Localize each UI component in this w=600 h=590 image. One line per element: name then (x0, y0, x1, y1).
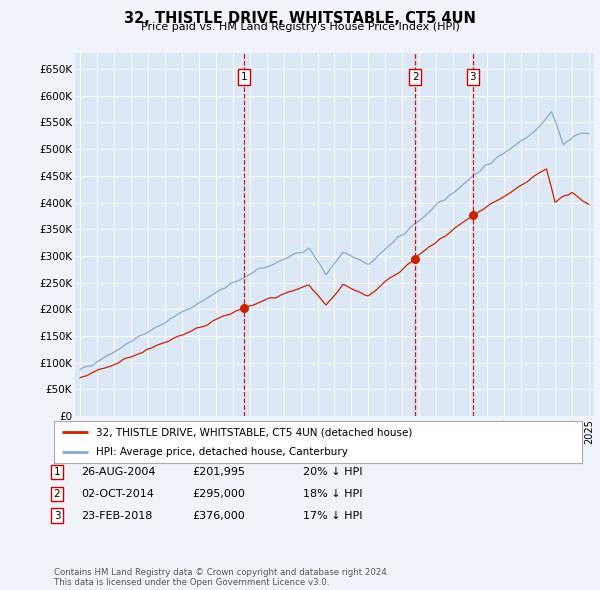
Text: 18% ↓ HPI: 18% ↓ HPI (303, 489, 362, 499)
Text: 2: 2 (412, 72, 418, 82)
Text: 17% ↓ HPI: 17% ↓ HPI (303, 511, 362, 520)
Text: 1: 1 (241, 72, 247, 82)
Text: Contains HM Land Registry data © Crown copyright and database right 2024.
This d: Contains HM Land Registry data © Crown c… (54, 568, 389, 587)
Text: 3: 3 (469, 72, 476, 82)
Text: 26-AUG-2004: 26-AUG-2004 (81, 467, 155, 477)
Text: 32, THISTLE DRIVE, WHITSTABLE, CT5 4UN (detached house): 32, THISTLE DRIVE, WHITSTABLE, CT5 4UN (… (96, 427, 413, 437)
Text: 1: 1 (53, 467, 61, 477)
Text: 02-OCT-2014: 02-OCT-2014 (81, 489, 154, 499)
Text: 32, THISTLE DRIVE, WHITSTABLE, CT5 4UN: 32, THISTLE DRIVE, WHITSTABLE, CT5 4UN (124, 11, 476, 25)
Point (239, 303, 248, 313)
Text: £376,000: £376,000 (192, 511, 245, 520)
Text: 23-FEB-2018: 23-FEB-2018 (81, 511, 152, 520)
Text: 2: 2 (53, 489, 61, 499)
Text: Price paid vs. HM Land Registry's House Price Index (HPI): Price paid vs. HM Land Registry's House … (140, 22, 460, 32)
Point (468, 211, 478, 220)
Point (410, 254, 420, 263)
Text: £295,000: £295,000 (192, 489, 245, 499)
Text: 20% ↓ HPI: 20% ↓ HPI (303, 467, 362, 477)
Text: 3: 3 (53, 511, 61, 520)
Text: HPI: Average price, detached house, Canterbury: HPI: Average price, detached house, Cant… (96, 447, 348, 457)
Text: £201,995: £201,995 (192, 467, 245, 477)
